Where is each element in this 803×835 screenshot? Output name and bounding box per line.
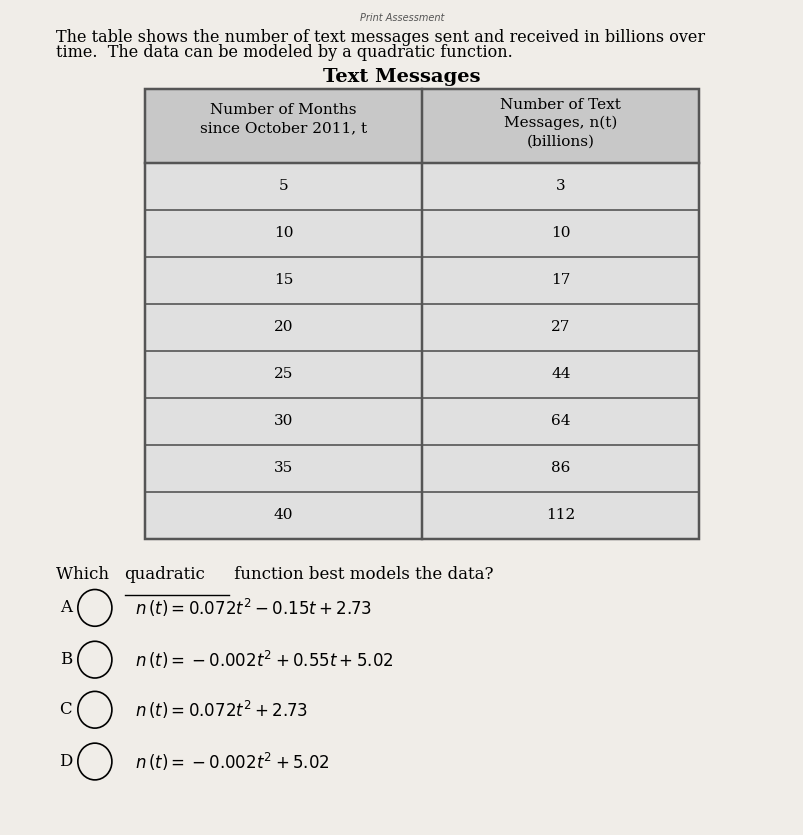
Text: 10: 10 xyxy=(550,226,570,240)
Text: $n\,(t) = 0.072t^2 + 2.73$: $n\,(t) = 0.072t^2 + 2.73$ xyxy=(135,699,308,721)
Text: B: B xyxy=(59,651,72,668)
Text: A: A xyxy=(60,600,71,616)
Text: 35: 35 xyxy=(274,461,292,475)
Bar xyxy=(145,210,699,257)
Text: time.  The data can be modeled by a quadratic function.: time. The data can be modeled by a quadr… xyxy=(56,44,512,61)
Text: (billions): (billions) xyxy=(526,134,594,149)
Text: 86: 86 xyxy=(550,461,570,475)
Text: 40: 40 xyxy=(273,508,293,522)
Text: 5: 5 xyxy=(279,180,287,194)
Text: 30: 30 xyxy=(273,414,293,428)
Text: 20: 20 xyxy=(273,320,293,334)
Text: 17: 17 xyxy=(550,273,570,287)
Text: function best models the data?: function best models the data? xyxy=(229,566,493,583)
Text: Number of Months: Number of Months xyxy=(210,103,357,117)
Bar xyxy=(145,351,699,397)
Text: since October 2011, t: since October 2011, t xyxy=(200,121,366,135)
Text: 3: 3 xyxy=(556,180,565,194)
Text: 15: 15 xyxy=(273,273,293,287)
Text: $n\,(t) = -0.002t^2 + 5.02$: $n\,(t) = -0.002t^2 + 5.02$ xyxy=(135,751,329,772)
FancyBboxPatch shape xyxy=(145,89,699,163)
Text: Text Messages: Text Messages xyxy=(323,68,480,87)
Text: D: D xyxy=(59,753,72,770)
Bar xyxy=(145,444,699,492)
Text: 44: 44 xyxy=(550,367,570,382)
Text: 27: 27 xyxy=(550,320,570,334)
Text: Which: Which xyxy=(56,566,114,583)
Text: $n\,(t) = 0.072t^2 - 0.15t + 2.73$: $n\,(t) = 0.072t^2 - 0.15t + 2.73$ xyxy=(135,597,372,619)
Bar xyxy=(145,163,699,210)
Text: quadratic: quadratic xyxy=(124,566,206,583)
Text: Print Assessment: Print Assessment xyxy=(360,13,443,23)
Bar xyxy=(145,397,699,445)
Bar xyxy=(145,304,699,351)
Text: 10: 10 xyxy=(273,226,293,240)
Text: The table shows the number of text messages sent and received in billions over: The table shows the number of text messa… xyxy=(56,29,704,46)
Text: 112: 112 xyxy=(545,508,575,522)
Text: C: C xyxy=(59,701,72,718)
Text: 25: 25 xyxy=(273,367,293,382)
Text: Messages, n(t): Messages, n(t) xyxy=(503,116,617,130)
Bar xyxy=(145,492,699,539)
Text: $n\,(t) = -0.002t^2 + 0.55t + 5.02$: $n\,(t) = -0.002t^2 + 0.55t + 5.02$ xyxy=(135,649,393,671)
Text: 64: 64 xyxy=(550,414,570,428)
Text: Number of Text: Number of Text xyxy=(499,98,621,112)
Bar xyxy=(145,257,699,304)
